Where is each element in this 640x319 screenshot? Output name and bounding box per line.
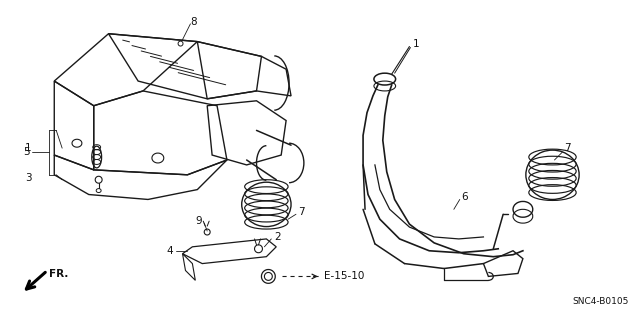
Text: 5: 5 bbox=[23, 147, 29, 157]
Text: 7: 7 bbox=[298, 207, 305, 217]
Text: 6: 6 bbox=[461, 192, 468, 203]
Text: 2: 2 bbox=[275, 232, 281, 242]
Text: 7: 7 bbox=[564, 143, 571, 153]
Text: SNC4-B0105: SNC4-B0105 bbox=[572, 297, 628, 306]
Text: 8: 8 bbox=[191, 17, 197, 27]
Text: 9: 9 bbox=[196, 216, 202, 226]
Text: 1: 1 bbox=[412, 39, 419, 48]
Text: 1: 1 bbox=[25, 143, 31, 153]
Text: 3: 3 bbox=[25, 173, 31, 183]
Text: 4: 4 bbox=[166, 246, 173, 256]
Text: FR.: FR. bbox=[49, 269, 68, 278]
Text: E-15-10: E-15-10 bbox=[324, 271, 364, 281]
